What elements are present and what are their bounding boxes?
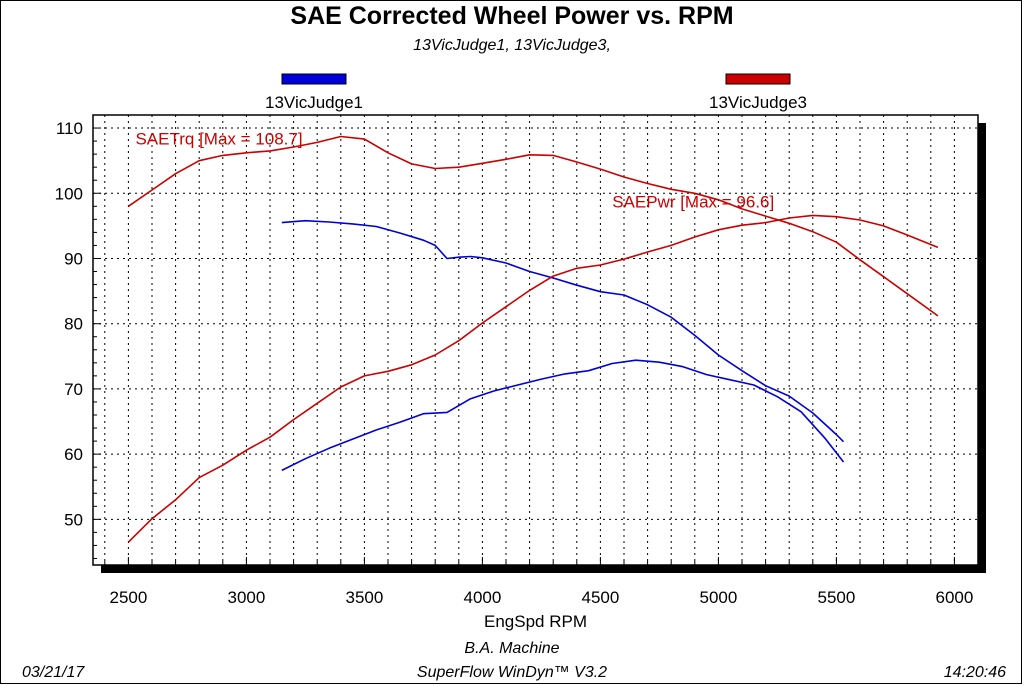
chart-subtitle: 13VicJudge1, 13VicJudge3, xyxy=(413,37,611,54)
legend-swatch-13vicjudge3 xyxy=(725,73,791,85)
footer-time: 14:20:46 xyxy=(943,664,1006,681)
legend-label-13vicjudge1: 13VicJudge1 xyxy=(265,93,363,112)
x-tick-label: 5000 xyxy=(699,588,737,607)
footer-shop-name: B.A. Machine xyxy=(464,640,560,657)
x-tick-label: 3500 xyxy=(345,588,383,607)
series-line-13vicjudge3-saetrq xyxy=(127,135,939,317)
y-tick-label: 110 xyxy=(56,119,83,138)
x-tick-label: 4000 xyxy=(463,588,501,607)
plot-border xyxy=(92,114,979,566)
plot-background xyxy=(93,115,978,565)
footer-software-version: SuperFlow WinDyn™ V3.2 xyxy=(416,664,608,681)
footer-date: 03/21/17 xyxy=(22,664,85,681)
x-axis-label: EngSpd RPM xyxy=(484,612,587,631)
x-tick-label: 5500 xyxy=(817,588,855,607)
y-tick-label: 100 xyxy=(55,184,83,203)
chart-title: SAE Corrected Wheel Power vs. RPM xyxy=(290,2,734,30)
y-tick-label: 60 xyxy=(64,445,83,464)
x-tick-label: 6000 xyxy=(935,588,973,607)
series-line-13vicjudge3-saepwr xyxy=(127,214,939,543)
y-tick-label: 80 xyxy=(64,315,83,334)
x-tick-label: 3000 xyxy=(227,588,265,607)
y-tick-label: 70 xyxy=(64,380,83,399)
series-annotation: SAETrq [Max = 108.7] xyxy=(135,129,302,148)
series-line-13vicjudge1-saetrq xyxy=(281,219,845,443)
series-line-13vicjudge1-saepwr xyxy=(281,359,845,472)
legend-label-13vicjudge3: 13VicJudge3 xyxy=(709,93,807,112)
y-tick-label: 50 xyxy=(64,510,83,529)
legend-swatch-13vicjudge1 xyxy=(281,73,347,85)
x-tick-label: 4500 xyxy=(581,588,619,607)
y-tick-label: 90 xyxy=(64,249,83,268)
x-tick-label: 2500 xyxy=(109,588,147,607)
series-annotation: SAEPwr [Max = 96.6] xyxy=(612,193,774,212)
